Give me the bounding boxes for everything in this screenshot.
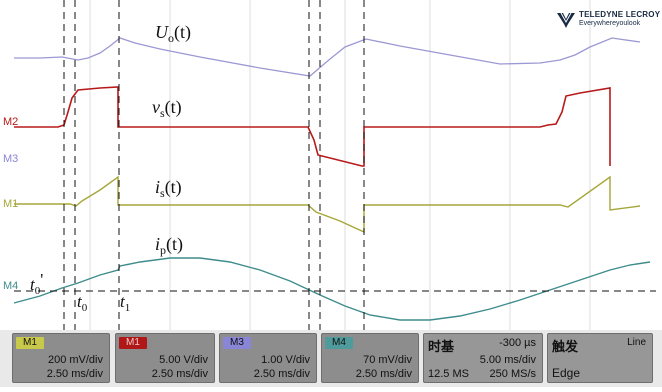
channel-info-bar: M1 200 mV/div 2.50 ms/div M1 5.00 V/div … (0, 330, 662, 387)
t0-label: t0 (77, 292, 88, 314)
m2-label: M2 (3, 116, 18, 128)
trace-annotations: Uo(t) vs(t) is(t) ip(t) (152, 22, 191, 257)
time-per-div: 2.50 ms/div (355, 368, 412, 380)
channel-tag: M1 (119, 337, 147, 349)
trigger-source: Line (627, 337, 646, 348)
timebase-div: 5.00 ms/div (479, 354, 536, 366)
channel-tile-m2[interactable]: M1 5.00 V/div 2.50 ms/div (115, 333, 215, 383)
volts-per-div: 200 mV/div (47, 354, 103, 366)
channel-tile-m3[interactable]: M3 1.00 V/div 2.50 ms/div (219, 333, 317, 383)
channel-tile-m1[interactable]: M1 200 mV/div 2.50 ms/div (12, 333, 110, 383)
m4-label: M4 (3, 280, 18, 292)
m3-label: M3 (3, 153, 18, 165)
ip-label: ip(t) (155, 234, 183, 257)
vs-trace (14, 86, 611, 167)
timebase-offset: -300 µs (499, 337, 536, 349)
channel-tag: M4 (325, 337, 353, 349)
uo-trace (14, 37, 641, 77)
memory-size: 12.5 MS (428, 368, 469, 380)
ip-trace (13, 257, 651, 321)
timebase-tile[interactable]: 时基 -300 µs 5.00 ms/div 12.5 MS 250 MS/s (423, 333, 543, 383)
vs-label: vs(t) (152, 97, 182, 120)
brand-tagline: Everywhereyoulook (579, 20, 641, 27)
logo-mark-icon (557, 12, 575, 28)
sample-rate: 250 MS/s (489, 368, 536, 380)
is-label: is(t) (155, 177, 182, 200)
channel-tag: M3 (223, 337, 251, 349)
volts-per-div: 1.00 V/div (261, 354, 310, 366)
plot-area (14, 0, 656, 330)
grid (89, 0, 591, 330)
volts-per-div: 5.00 V/div (159, 354, 208, 366)
volts-per-div: 70 mV/div (363, 354, 412, 366)
t1-label: t1 (120, 292, 130, 314)
uo-label: Uo(t) (155, 22, 191, 45)
time-per-div: 2.50 ms/div (151, 368, 208, 380)
t0-prime-label: t0' (30, 270, 43, 297)
trigger-tile[interactable]: 触发 Line Edge (547, 333, 653, 383)
time-per-div: 2.50 ms/div (46, 368, 103, 380)
m1-label: M1 (3, 198, 18, 210)
time-per-div: 2.50 ms/div (253, 368, 310, 380)
trigger-title: 触发 (552, 339, 579, 354)
is-trace (14, 175, 641, 234)
channel-markers: M2 M3 M1 M4 (3, 116, 18, 292)
teledyne-lecroy-logo: TELEDYNE LECROY Everywhereyoulook (557, 8, 660, 32)
brand-name: TELEDYNE LECROY (579, 10, 661, 19)
time-marker-labels: t0' t0 t1 (30, 270, 130, 314)
channel-tag: M1 (16, 337, 44, 349)
trigger-mode: Edge (552, 366, 581, 380)
channel-tile-m4[interactable]: M4 70 mV/div 2.50 ms/div (321, 333, 419, 383)
timebase-title: 时基 (428, 339, 455, 354)
